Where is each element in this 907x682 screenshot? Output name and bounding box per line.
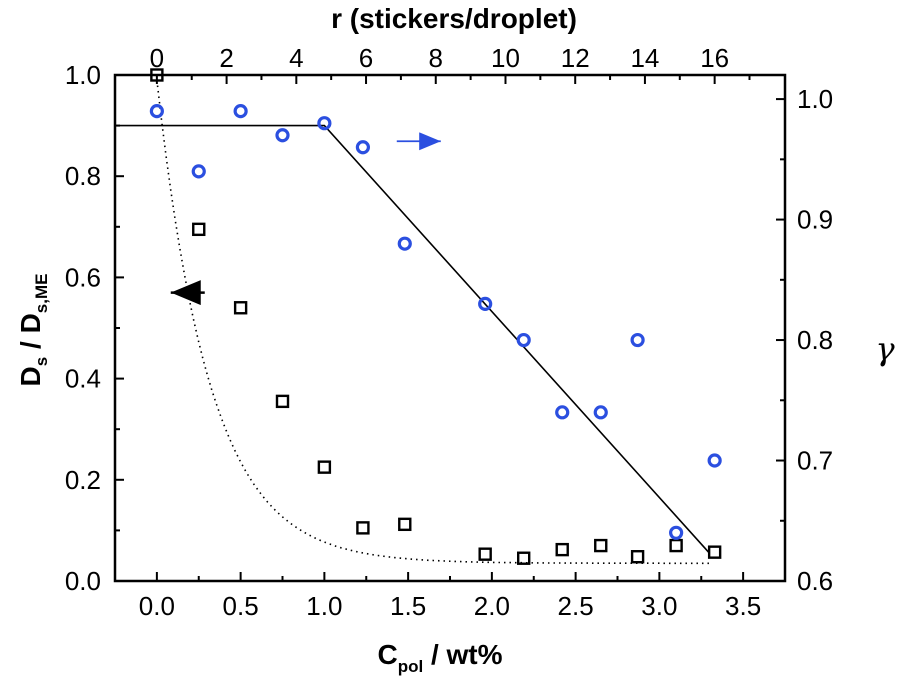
circle-point [516, 332, 531, 348]
axis-arrows [170, 132, 441, 306]
right-axis-title: γ [875, 330, 895, 368]
bottom-tick-label: 0.0 [139, 591, 175, 621]
right-tick-label: 0.9 [797, 205, 833, 235]
top-axis-ticks: 0 2 4 6 8 10 12 14 16 [150, 43, 751, 84]
square-point [669, 538, 683, 553]
square-point [478, 547, 492, 561]
square-point [517, 551, 531, 565]
bottom-tick-label: 3.5 [725, 591, 761, 621]
circle-point [555, 405, 570, 420]
square-series [150, 68, 722, 565]
bottom-tick-label: 1.0 [306, 591, 342, 621]
circle-point [707, 453, 722, 468]
left-tick-label: 0.8 [65, 161, 101, 191]
bottom-tick-label: 1.5 [390, 591, 426, 621]
left-axis-title-sub2: s,ME [32, 274, 51, 314]
left-tick-label: 0.6 [65, 262, 101, 292]
top-tick-label: 14 [630, 43, 659, 73]
circle-point [275, 128, 290, 143]
circle-point [669, 525, 684, 540]
square-point [192, 222, 206, 237]
right-axis-ticks: 0.6 0.7 0.8 0.9 1.0 [776, 84, 833, 596]
fit-curve-path [156, 80, 710, 565]
bottom-tick-label: 0.5 [223, 591, 259, 621]
circle-point [355, 140, 370, 155]
circle-point [317, 116, 332, 131]
top-tick-label: 12 [561, 43, 590, 73]
bottom-axis-title-sub: pol [398, 657, 424, 676]
square-point [150, 68, 164, 82]
right-tick-label: 1.0 [797, 84, 833, 114]
square-point [275, 394, 290, 409]
square-point [707, 545, 722, 559]
top-tick-label: 6 [359, 43, 373, 73]
square-point [555, 542, 569, 557]
square-point [398, 517, 412, 532]
fit-line-path [115, 124, 711, 554]
dotted-fit-curve [156, 80, 710, 565]
circle-point [397, 236, 412, 251]
circle-point [233, 104, 248, 119]
left-tick-label: 0.4 [65, 364, 101, 394]
circle-point [149, 104, 164, 119]
bottom-axis-title: Cpol / wt% [377, 639, 502, 676]
bottom-tick-label: 2.5 [558, 591, 594, 621]
left-axis-title-d1: D [15, 366, 46, 386]
top-tick-label: 8 [429, 43, 443, 73]
square-point [233, 301, 248, 315]
top-tick-label: 2 [219, 43, 233, 73]
right-tick-label: 0.6 [797, 566, 833, 596]
left-axis-title-mid: / D [15, 313, 46, 357]
left-axis-ticks: 0.0 0.2 0.4 0.6 0.8 1.0 [65, 60, 124, 596]
right-tick-label: 0.7 [797, 446, 833, 476]
left-axis-title-sub1: s [32, 357, 51, 366]
left-tick-label: 0.2 [65, 465, 101, 495]
top-tick-label: 10 [491, 43, 520, 73]
left-tick-label: 0.0 [65, 566, 101, 596]
bottom-tick-label: 2.0 [474, 591, 510, 621]
circle-point [191, 164, 206, 179]
right-tick-label: 0.8 [797, 325, 833, 355]
circle-point [478, 296, 493, 312]
circle-point [593, 405, 608, 420]
top-tick-label: 0 [150, 43, 164, 73]
bottom-tick-label: 3.0 [641, 591, 677, 621]
left-tick-label: 1.0 [65, 60, 101, 90]
top-tick-label: 16 [700, 43, 729, 73]
square-point [356, 521, 370, 535]
top-axis-title: r (stickers/droplet) [331, 3, 577, 34]
circle-point [630, 332, 645, 348]
solid-fit-line [115, 124, 711, 554]
bottom-axis-ticks: 0.0 0.5 1.0 1.5 2.0 2.5 3.0 3.5 [139, 572, 761, 621]
bottom-axis-title-main: C [377, 639, 397, 670]
bottom-axis-title-rest: / wt% [423, 639, 502, 670]
circle-series [149, 104, 722, 540]
top-tick-label: 4 [289, 43, 303, 73]
left-axis-title: Ds / Ds,ME [15, 274, 51, 387]
square-point [317, 460, 332, 474]
plot-frame [113, 73, 787, 583]
square-point [594, 538, 608, 553]
square-point [630, 550, 645, 564]
